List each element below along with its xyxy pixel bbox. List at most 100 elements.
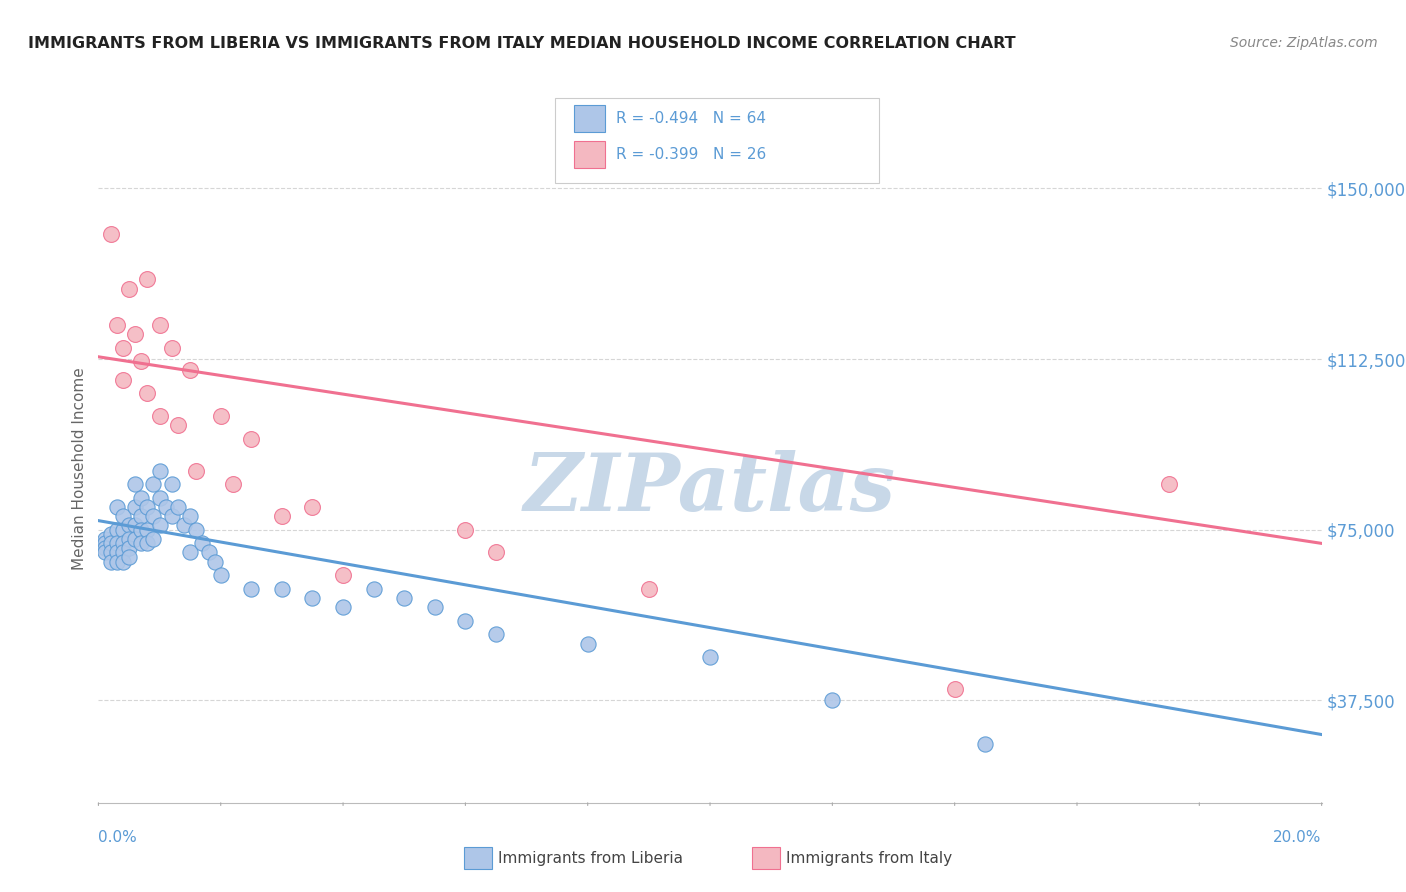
Point <box>93 545 115 559</box>
Point <box>100 227 122 241</box>
Point <box>1157 477 1180 491</box>
Point <box>222 477 245 491</box>
Point <box>142 532 165 546</box>
Point <box>186 523 208 537</box>
Point <box>149 409 172 423</box>
Point <box>699 650 721 665</box>
Point <box>118 281 141 295</box>
Y-axis label: Median Household Income: Median Household Income <box>72 367 87 570</box>
Point <box>149 518 172 533</box>
Point <box>105 500 128 514</box>
Point <box>301 500 323 514</box>
Point <box>105 555 128 569</box>
Point <box>142 509 165 524</box>
Point <box>118 518 141 533</box>
Text: 20.0%: 20.0% <box>1274 830 1322 845</box>
Point <box>204 555 226 569</box>
Point <box>111 509 134 524</box>
Point <box>124 326 146 341</box>
Point <box>124 518 146 533</box>
Point <box>454 523 477 537</box>
Text: ZIPatlas: ZIPatlas <box>524 450 896 527</box>
Point <box>93 541 115 555</box>
Point <box>124 532 146 546</box>
Point <box>270 509 292 524</box>
Point <box>179 363 201 377</box>
Point <box>186 464 208 478</box>
Text: R = -0.494   N = 64: R = -0.494 N = 64 <box>616 112 766 126</box>
Point <box>301 591 323 605</box>
Point <box>270 582 292 596</box>
Point <box>111 545 134 559</box>
Point <box>197 545 219 559</box>
Point <box>105 523 128 537</box>
Point <box>129 509 152 524</box>
Point <box>111 523 134 537</box>
Point <box>129 354 152 368</box>
Point <box>149 464 172 478</box>
Point <box>576 636 599 650</box>
Point <box>332 568 354 582</box>
Point <box>209 568 232 582</box>
Point <box>821 693 844 707</box>
Point <box>943 681 966 696</box>
Point <box>136 386 159 401</box>
Text: Source: ZipAtlas.com: Source: ZipAtlas.com <box>1230 36 1378 50</box>
Point <box>454 614 477 628</box>
Point <box>111 536 134 550</box>
Point <box>111 341 134 355</box>
Point <box>179 509 201 524</box>
Point <box>129 536 152 550</box>
Point <box>93 536 115 550</box>
Point <box>100 536 122 550</box>
Point <box>240 432 263 446</box>
Point <box>363 582 385 596</box>
Point <box>155 500 177 514</box>
Point <box>142 477 165 491</box>
Text: IMMIGRANTS FROM LIBERIA VS IMMIGRANTS FROM ITALY MEDIAN HOUSEHOLD INCOME CORRELA: IMMIGRANTS FROM LIBERIA VS IMMIGRANTS FR… <box>28 36 1015 51</box>
Point <box>93 532 115 546</box>
Point <box>136 272 159 286</box>
Point <box>167 418 190 433</box>
Point <box>173 518 195 533</box>
Point <box>118 541 141 555</box>
Point <box>111 373 134 387</box>
Point <box>118 532 141 546</box>
Point <box>332 600 354 615</box>
Text: R = -0.399   N = 26: R = -0.399 N = 26 <box>616 147 766 161</box>
Point <box>136 500 159 514</box>
Text: Immigrants from Italy: Immigrants from Italy <box>786 851 952 865</box>
Point <box>637 582 661 596</box>
Point <box>423 600 446 615</box>
Point <box>100 555 122 569</box>
Point <box>149 318 172 332</box>
Point <box>100 527 122 541</box>
Point <box>160 509 183 524</box>
Point <box>129 523 152 537</box>
Point <box>160 477 183 491</box>
Point <box>100 545 122 559</box>
Point <box>129 491 152 505</box>
Point <box>209 409 232 423</box>
Point <box>179 545 201 559</box>
Text: Immigrants from Liberia: Immigrants from Liberia <box>498 851 683 865</box>
Point <box>136 523 159 537</box>
Point <box>149 491 172 505</box>
Point <box>105 545 128 559</box>
Point <box>118 549 141 564</box>
Point <box>974 737 997 751</box>
Point <box>240 582 263 596</box>
Point <box>124 477 146 491</box>
Point <box>485 627 508 641</box>
Point <box>136 536 159 550</box>
Point <box>392 591 416 605</box>
Text: 0.0%: 0.0% <box>98 830 138 845</box>
Point <box>191 536 214 550</box>
Point <box>105 318 128 332</box>
Point <box>124 500 146 514</box>
Point <box>167 500 190 514</box>
Point <box>105 536 128 550</box>
Point <box>485 545 508 559</box>
Point <box>160 341 183 355</box>
Point <box>111 555 134 569</box>
